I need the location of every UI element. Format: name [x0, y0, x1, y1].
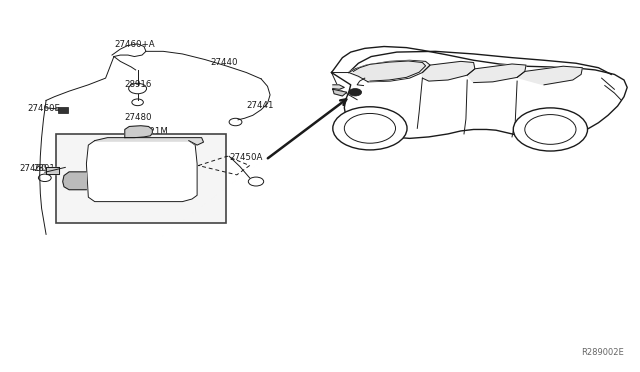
Circle shape	[349, 89, 362, 96]
Polygon shape	[86, 141, 197, 202]
Polygon shape	[333, 89, 347, 96]
Polygon shape	[95, 138, 204, 145]
Bar	[58, 107, 68, 113]
Polygon shape	[125, 126, 152, 138]
Polygon shape	[63, 172, 86, 190]
Polygon shape	[333, 85, 344, 89]
Text: 27460: 27460	[19, 164, 47, 173]
Text: R289002E: R289002E	[581, 348, 624, 357]
Polygon shape	[467, 64, 526, 83]
Polygon shape	[349, 60, 430, 82]
Text: 27460+A: 27460+A	[114, 40, 154, 49]
Text: 27440: 27440	[210, 58, 237, 67]
Text: 27485: 27485	[125, 137, 152, 146]
Polygon shape	[422, 61, 475, 81]
Text: 27441: 27441	[246, 101, 274, 110]
Text: 28921N: 28921N	[74, 208, 108, 217]
Text: 28911M: 28911M	[33, 164, 68, 173]
Polygon shape	[46, 167, 59, 174]
Circle shape	[513, 108, 588, 151]
Text: 28921M: 28921M	[133, 127, 168, 136]
Polygon shape	[332, 46, 627, 138]
Text: 27450A: 27450A	[229, 153, 262, 162]
Text: 27480: 27480	[125, 113, 152, 122]
Polygon shape	[353, 61, 426, 81]
Text: 28916: 28916	[125, 80, 152, 89]
Circle shape	[333, 107, 407, 150]
Text: 27460E: 27460E	[28, 104, 61, 113]
Bar	[56, 134, 226, 223]
Polygon shape	[517, 66, 582, 85]
